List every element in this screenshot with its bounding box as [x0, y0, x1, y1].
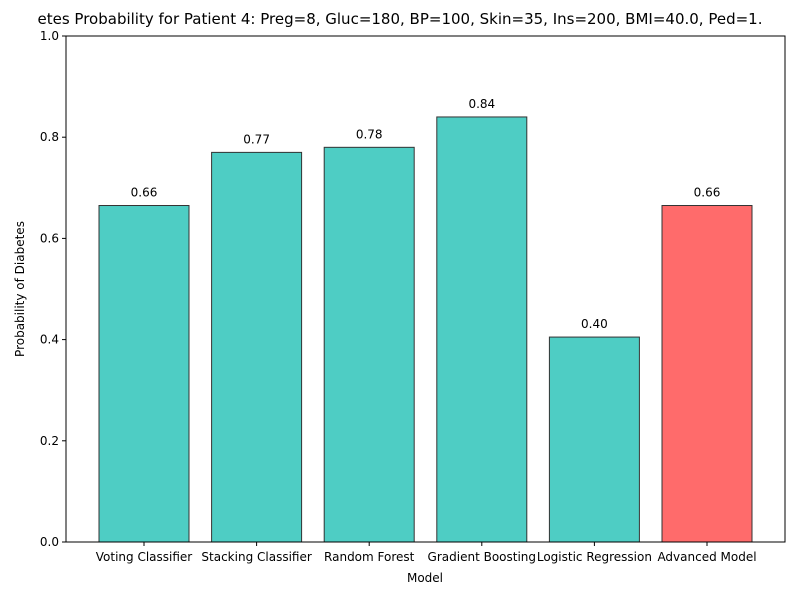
- x-axis-label: Model: [407, 571, 443, 585]
- chart-title: etes Probability for Patient 4: Preg=8, …: [38, 10, 763, 28]
- bar-value-label: 0.78: [356, 127, 383, 141]
- y-axis-label: Probability of Diabetes: [13, 221, 27, 357]
- bar: [661, 205, 753, 543]
- bar-value-label: 0.66: [131, 186, 158, 200]
- y-axis: 0.0 0.2 0.4 0.6 0.8 1.0: [40, 29, 66, 549]
- bar: [548, 336, 640, 543]
- x-tick-label: Gradient Boosting: [428, 550, 536, 564]
- x-tick-label: Logistic Regression: [537, 550, 652, 564]
- bar: [436, 116, 528, 543]
- bar-value-label: 0.84: [468, 97, 495, 111]
- plot-frame: [65, 35, 786, 543]
- y-tick-label: 0.4: [40, 333, 59, 347]
- x-tick-label: Voting Classifier: [96, 550, 193, 564]
- y-tick-label: 0.2: [40, 434, 59, 448]
- bar-value-label: 0.40: [581, 317, 608, 331]
- bar: [98, 205, 190, 543]
- y-tick-label: 1.0: [40, 29, 59, 43]
- y-tick-label: 0.0: [40, 535, 59, 549]
- y-tick-label: 0.8: [40, 130, 59, 144]
- x-tick-label: Stacking Classifier: [201, 550, 311, 564]
- x-tick-label: Advanced Model: [657, 550, 756, 564]
- x-tick-label: Random Forest: [324, 550, 415, 564]
- y-tick-label: 0.6: [40, 231, 59, 245]
- bars-group: 0.66 0.77 0.78 0.84 0.40 0.66: [98, 97, 753, 543]
- bar: [323, 146, 415, 543]
- bar-value-label: 0.66: [694, 186, 721, 200]
- bar: [211, 151, 303, 543]
- bar-value-label: 0.77: [243, 132, 270, 146]
- x-axis: Voting Classifier Stacking Classifier Rand…: [96, 542, 757, 564]
